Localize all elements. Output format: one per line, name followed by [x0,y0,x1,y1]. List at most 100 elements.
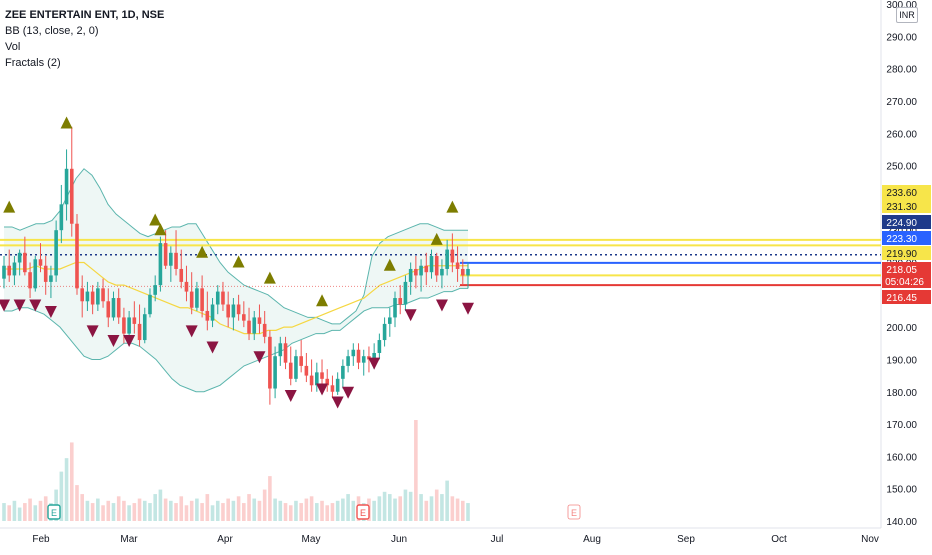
price-label-box [882,215,931,229]
volume-bar [278,500,283,521]
volume-bar [382,491,387,521]
fractal-down-marker [107,335,120,348]
fractal-up-marker [232,255,245,268]
price-label: 216.45 [886,293,917,304]
volume-bar [299,503,303,521]
candle-body [262,323,267,337]
candle-body [268,336,272,389]
volume-bar [28,498,32,521]
price-tick-label: 200.00 [886,323,917,334]
earnings-marker-label: E [360,508,366,518]
volume-bar [288,505,293,521]
candle-body [54,230,58,276]
earnings-marker [567,504,581,520]
candle-body [252,317,257,334]
volume-bar [393,498,397,521]
volume-bar [43,496,48,521]
candle-body [132,317,137,324]
price-label: 224.90 [886,218,917,229]
volume-bar [174,503,178,521]
volume-bar [80,494,85,521]
candle-body [101,288,105,302]
candle-body [377,340,382,353]
candle-body [335,378,340,392]
fractal-down-marker [86,325,99,338]
time-tick-label: Oct [771,534,787,545]
fractal-up-marker [383,258,396,271]
volume-bar [158,489,163,521]
price-label: 233.60 [886,188,917,199]
candle-body [257,317,262,324]
volume-bar [153,494,157,521]
candle-body [80,288,85,302]
candle-body [153,285,157,295]
price-tick-label: 260.00 [886,129,917,140]
fractal-down-marker [368,357,381,370]
candle-body [33,259,38,289]
volume-bar [106,500,111,521]
candle-body [429,256,434,273]
volume-bar [69,442,74,521]
volume-bar [179,496,184,521]
volume-bar [330,503,335,521]
candle-body [116,298,121,318]
volume-bar [142,500,147,521]
bb-fill [4,168,468,392]
volume-bar [184,505,189,521]
symbol-title[interactable]: ZEE ENTERTAIN ENT, 1D, NSE [5,9,165,21]
volume-bar [132,503,137,521]
fractal-down-marker [44,305,57,318]
candle-body [137,323,142,341]
volume-bar [424,500,429,521]
price-label-box [882,246,931,260]
candle-body [106,301,111,318]
volume-bar [346,494,350,521]
candle-body [320,372,324,379]
time-tick-label: Sep [677,534,695,545]
candle-body [148,294,152,315]
volume-bar [309,496,314,521]
candle-body [158,243,163,286]
fractal-down-marker [123,335,136,348]
fractal-up-marker [154,223,167,236]
volume-bar [205,494,210,521]
volume-bar [445,480,449,521]
indicator-vol[interactable]: Vol [5,41,21,53]
candle-body [288,362,293,379]
candle-body [393,298,397,318]
candle-body [419,265,423,276]
candle-body [231,304,236,318]
indicator-fractals[interactable]: Fractals (2) [5,57,61,69]
earnings-marker [47,504,61,520]
price-tick-label: 160.00 [886,452,917,463]
fractal-down-marker [0,299,10,312]
volume-bar [414,420,418,521]
candle-body [17,252,22,263]
volume-bar [7,505,12,521]
candle-body [64,168,69,205]
volume-bar [450,496,455,521]
volume-bar [210,505,215,521]
volume-bar [169,500,173,521]
volume-bar [200,503,204,521]
candle-body [142,314,147,341]
volume-bar [101,505,105,521]
volume-bar [17,507,22,521]
candle-body [460,268,465,276]
candle-body [440,268,444,276]
volume-bar [403,489,408,521]
currency-button[interactable]: INR [896,7,918,23]
volume-bar [189,500,194,521]
volume-bar [294,500,298,521]
indicator-bb[interactable]: BB (13, close, 2, 0) [5,25,99,37]
candle-body [179,268,184,282]
candle-body [283,343,288,363]
fractal-up-marker [430,232,443,245]
volume-bar [372,500,376,521]
volume-bar [320,500,324,521]
candle-body [278,343,283,357]
candle-body [38,259,43,266]
candle-body [195,288,199,308]
